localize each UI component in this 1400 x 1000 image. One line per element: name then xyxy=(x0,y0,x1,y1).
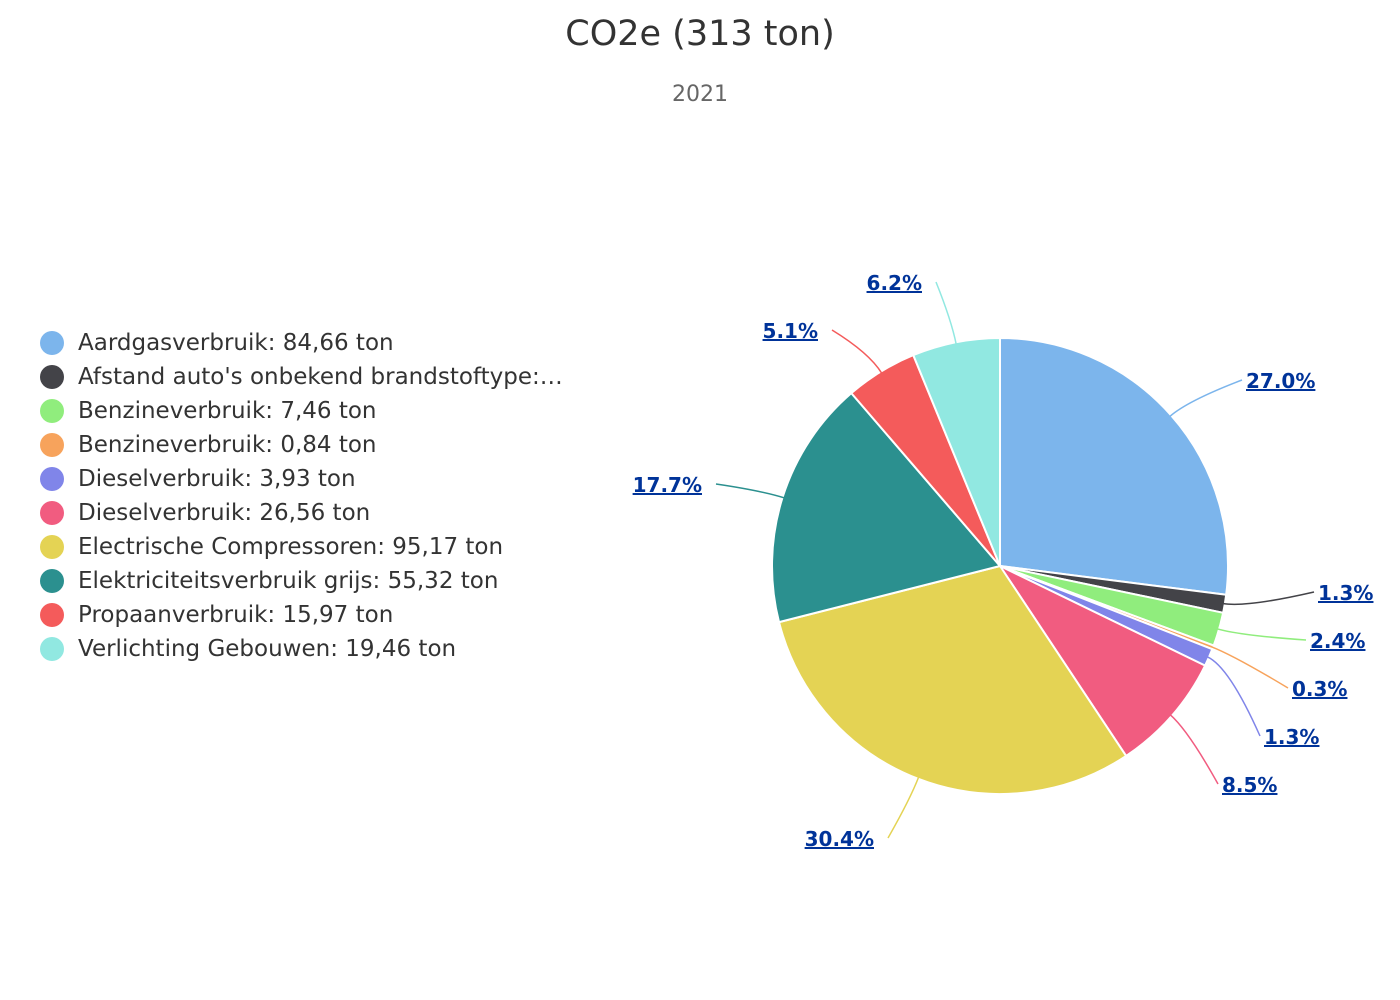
legend-label: Benzineverbruik: 7,46 ton xyxy=(78,398,377,424)
legend-item[interactable]: Propaanverbruik: 15,97 ton xyxy=(40,598,563,632)
data-label[interactable]: 2.4% xyxy=(1310,629,1365,653)
legend-marker xyxy=(40,569,64,593)
data-label[interactable]: 17.7% xyxy=(633,473,702,497)
label-connector xyxy=(1169,714,1219,785)
label-connector xyxy=(1210,645,1289,689)
legend-item[interactable]: Afstand auto's onbekend brandstoftype:… xyxy=(40,360,563,394)
legend-label: Electrische Compressoren: 95,17 ton xyxy=(78,534,504,560)
label-connector xyxy=(831,329,883,374)
legend-marker xyxy=(40,365,64,389)
data-label[interactable]: 30.4% xyxy=(805,827,874,851)
legend-label: Afstand auto's onbekend brandstoftype:… xyxy=(78,364,563,390)
legend-label: Aardgasverbruik: 84,66 ton xyxy=(78,330,394,356)
legend-marker xyxy=(40,501,64,525)
legend-label: Propaanverbruik: 15,97 ton xyxy=(78,602,394,628)
legend-label: Elektriciteitsverbruik grijs: 55,32 ton xyxy=(78,568,499,594)
legend-marker xyxy=(40,433,64,457)
legend-item[interactable]: Aardgasverbruik: 84,66 ton xyxy=(40,326,563,360)
data-label[interactable]: 5.1% xyxy=(763,319,818,343)
data-label[interactable]: 6.2% xyxy=(867,271,922,295)
legend-item[interactable]: Elektriciteitsverbruik grijs: 55,32 ton xyxy=(40,564,563,598)
data-label[interactable]: 1.3% xyxy=(1264,725,1319,749)
legend-item[interactable]: Verlichting Gebouwen: 19,46 ton xyxy=(40,632,563,666)
label-connector xyxy=(935,281,957,345)
legend-item[interactable]: Benzineverbruik: 7,46 ton xyxy=(40,394,563,428)
pie-slice[interactable] xyxy=(999,337,1229,596)
legend-label: Benzineverbruik: 0,84 ton xyxy=(78,432,377,458)
legend-marker xyxy=(40,535,64,559)
legend-marker xyxy=(40,603,64,627)
legend-label: Dieselverbruik: 3,93 ton xyxy=(78,466,356,492)
chart-legend: Aardgasverbruik: 84,66 ton Afstand auto's… xyxy=(40,326,563,666)
legend-marker xyxy=(40,637,64,661)
data-label[interactable]: 0.3% xyxy=(1292,677,1347,701)
legend-item[interactable]: Benzineverbruik: 0,84 ton xyxy=(40,428,563,462)
data-label[interactable]: 8.5% xyxy=(1222,773,1277,797)
legend-label: Verlichting Gebouwen: 19,46 ton xyxy=(78,636,457,662)
label-connector xyxy=(887,776,920,839)
legend-marker xyxy=(40,467,64,491)
legend-marker xyxy=(40,331,64,355)
chart-title: CO2e (313 ton) xyxy=(565,14,835,54)
label-connector xyxy=(1222,591,1315,606)
legend-item[interactable]: Dieselverbruik: 3,93 ton xyxy=(40,462,563,496)
legend-item[interactable]: Dieselverbruik: 26,56 ton xyxy=(40,496,563,530)
chart-subtitle: 2021 xyxy=(672,82,728,107)
label-connector xyxy=(1169,379,1243,418)
label-connector xyxy=(1216,628,1307,641)
legend-marker xyxy=(40,399,64,423)
label-connector xyxy=(715,483,785,499)
label-connector xyxy=(1206,655,1261,737)
data-label[interactable]: 27.0% xyxy=(1246,369,1315,393)
legend-label: Dieselverbruik: 26,56 ton xyxy=(78,500,371,526)
legend-item[interactable]: Electrische Compressoren: 95,17 ton xyxy=(40,530,563,564)
data-label[interactable]: 1.3% xyxy=(1318,581,1373,605)
